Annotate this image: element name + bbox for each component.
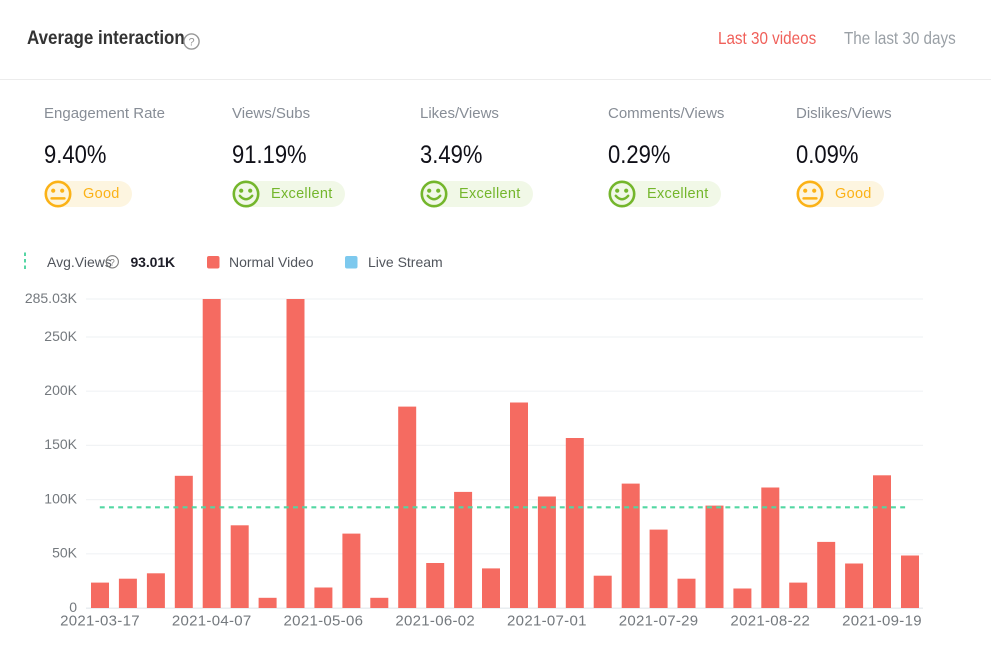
svg-text:2021-04-07: 2021-04-07 xyxy=(172,613,252,630)
svg-text:?: ? xyxy=(110,257,115,267)
svg-text:2021-07-29: 2021-07-29 xyxy=(619,613,699,630)
svg-text:2021-06-02: 2021-06-02 xyxy=(395,613,475,630)
svg-text:50K: 50K xyxy=(52,545,78,561)
svg-text:2021-08-22: 2021-08-22 xyxy=(730,613,810,630)
svg-text:Avg.Views: Avg.Views xyxy=(47,254,112,270)
svg-text:?: ? xyxy=(188,36,194,48)
svg-text:Live Stream: Live Stream xyxy=(368,254,443,270)
svg-text:250K: 250K xyxy=(44,328,77,344)
svg-text:200K: 200K xyxy=(44,382,77,398)
svg-text:150K: 150K xyxy=(44,436,77,452)
svg-text:2021-07-01: 2021-07-01 xyxy=(507,613,587,630)
svg-text:2021-05-06: 2021-05-06 xyxy=(284,613,364,630)
svg-text:93.01K: 93.01K xyxy=(131,254,176,270)
svg-text:Normal Video: Normal Video xyxy=(229,254,314,270)
svg-text:0: 0 xyxy=(69,599,77,615)
svg-text:2021-03-17: 2021-03-17 xyxy=(60,613,140,630)
svg-text:2021-09-19: 2021-09-19 xyxy=(842,613,922,630)
svg-text:285.03K: 285.03K xyxy=(25,290,78,306)
svg-text:100K: 100K xyxy=(44,490,77,506)
